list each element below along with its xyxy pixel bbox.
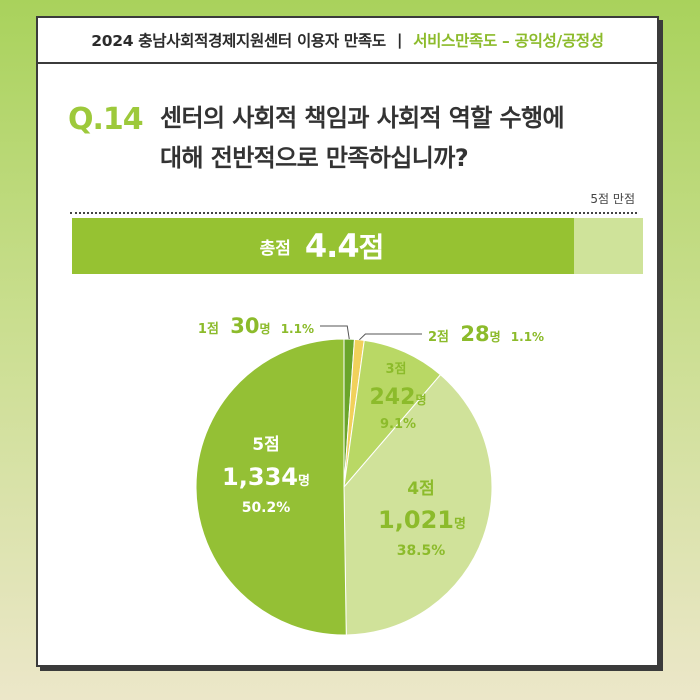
leader-line-1 xyxy=(320,325,350,340)
slice-5-name: 5점 xyxy=(252,435,279,455)
pie-slice-3 xyxy=(343,339,442,489)
slice-4-percent: 38.5% xyxy=(397,543,446,559)
score-label: 총점 xyxy=(259,238,291,259)
dotted-divider xyxy=(70,212,637,214)
survey-card: 2024 충남사회적경제지원센터 이용자 만족도 | 서비스만족도 – 공익성/… xyxy=(36,16,659,667)
slice-3-name: 3점 xyxy=(385,362,406,377)
slice-3-count: 242명 xyxy=(370,385,427,410)
score-value: 4.4 xyxy=(304,227,360,265)
header-title: 2024 충남사회적경제지원센터 이용자 만족도 xyxy=(91,32,386,50)
header-separator: | xyxy=(396,31,403,49)
slice-4-name: 4점 xyxy=(407,479,434,499)
question-line-1: 센터의 사회적 책임과 사회적 역할 수행에 xyxy=(160,104,565,132)
slice-4-count: 1,021명 xyxy=(378,506,466,534)
slice-5-percent: 50.2% xyxy=(242,500,291,516)
pie-slice-5 xyxy=(195,338,347,636)
score-bar-fill xyxy=(72,218,575,274)
pie-chart-area: 1점 30명 1.1% 2점 28명 1.1% 3점 242명 9.1% 4점 1,021명… xyxy=(38,18,661,669)
pie-chart: 1점 30명 1.1% 2점 28명 1.1% 3점 242명 9.1% 4점 1,021명… xyxy=(195,314,544,636)
score-bar-text: 총점 4.4 점 xyxy=(72,218,572,274)
slice-5-count: 1,334명 xyxy=(222,463,310,491)
question-number: Q.14 xyxy=(68,102,144,137)
question-text: 센터의 사회적 책임과 사회적 역할 수행에 대해 전반적으로 만족하십니까? xyxy=(160,98,640,178)
slice-label-1: 1점 30명 1.1% xyxy=(198,314,314,338)
slice-3-percent: 9.1% xyxy=(380,417,416,432)
header-subtitle: 서비스만족도 – 공익성/공정성 xyxy=(413,32,604,50)
score-unit: 점 xyxy=(358,231,385,264)
full-mark-label: 5점 만점 xyxy=(590,192,635,206)
pie-slice-4 xyxy=(343,374,493,636)
header-bar: 2024 충남사회적경제지원센터 이용자 만족도 | 서비스만족도 – 공익성/… xyxy=(38,18,657,64)
leader-line-2 xyxy=(359,333,422,341)
question-line-2: 대해 전반적으로 만족하십니까? xyxy=(160,144,469,172)
slice-label-2: 2점 28명 1.1% xyxy=(428,322,544,346)
score-bar-track: 총점 4.4 점 xyxy=(72,218,643,274)
